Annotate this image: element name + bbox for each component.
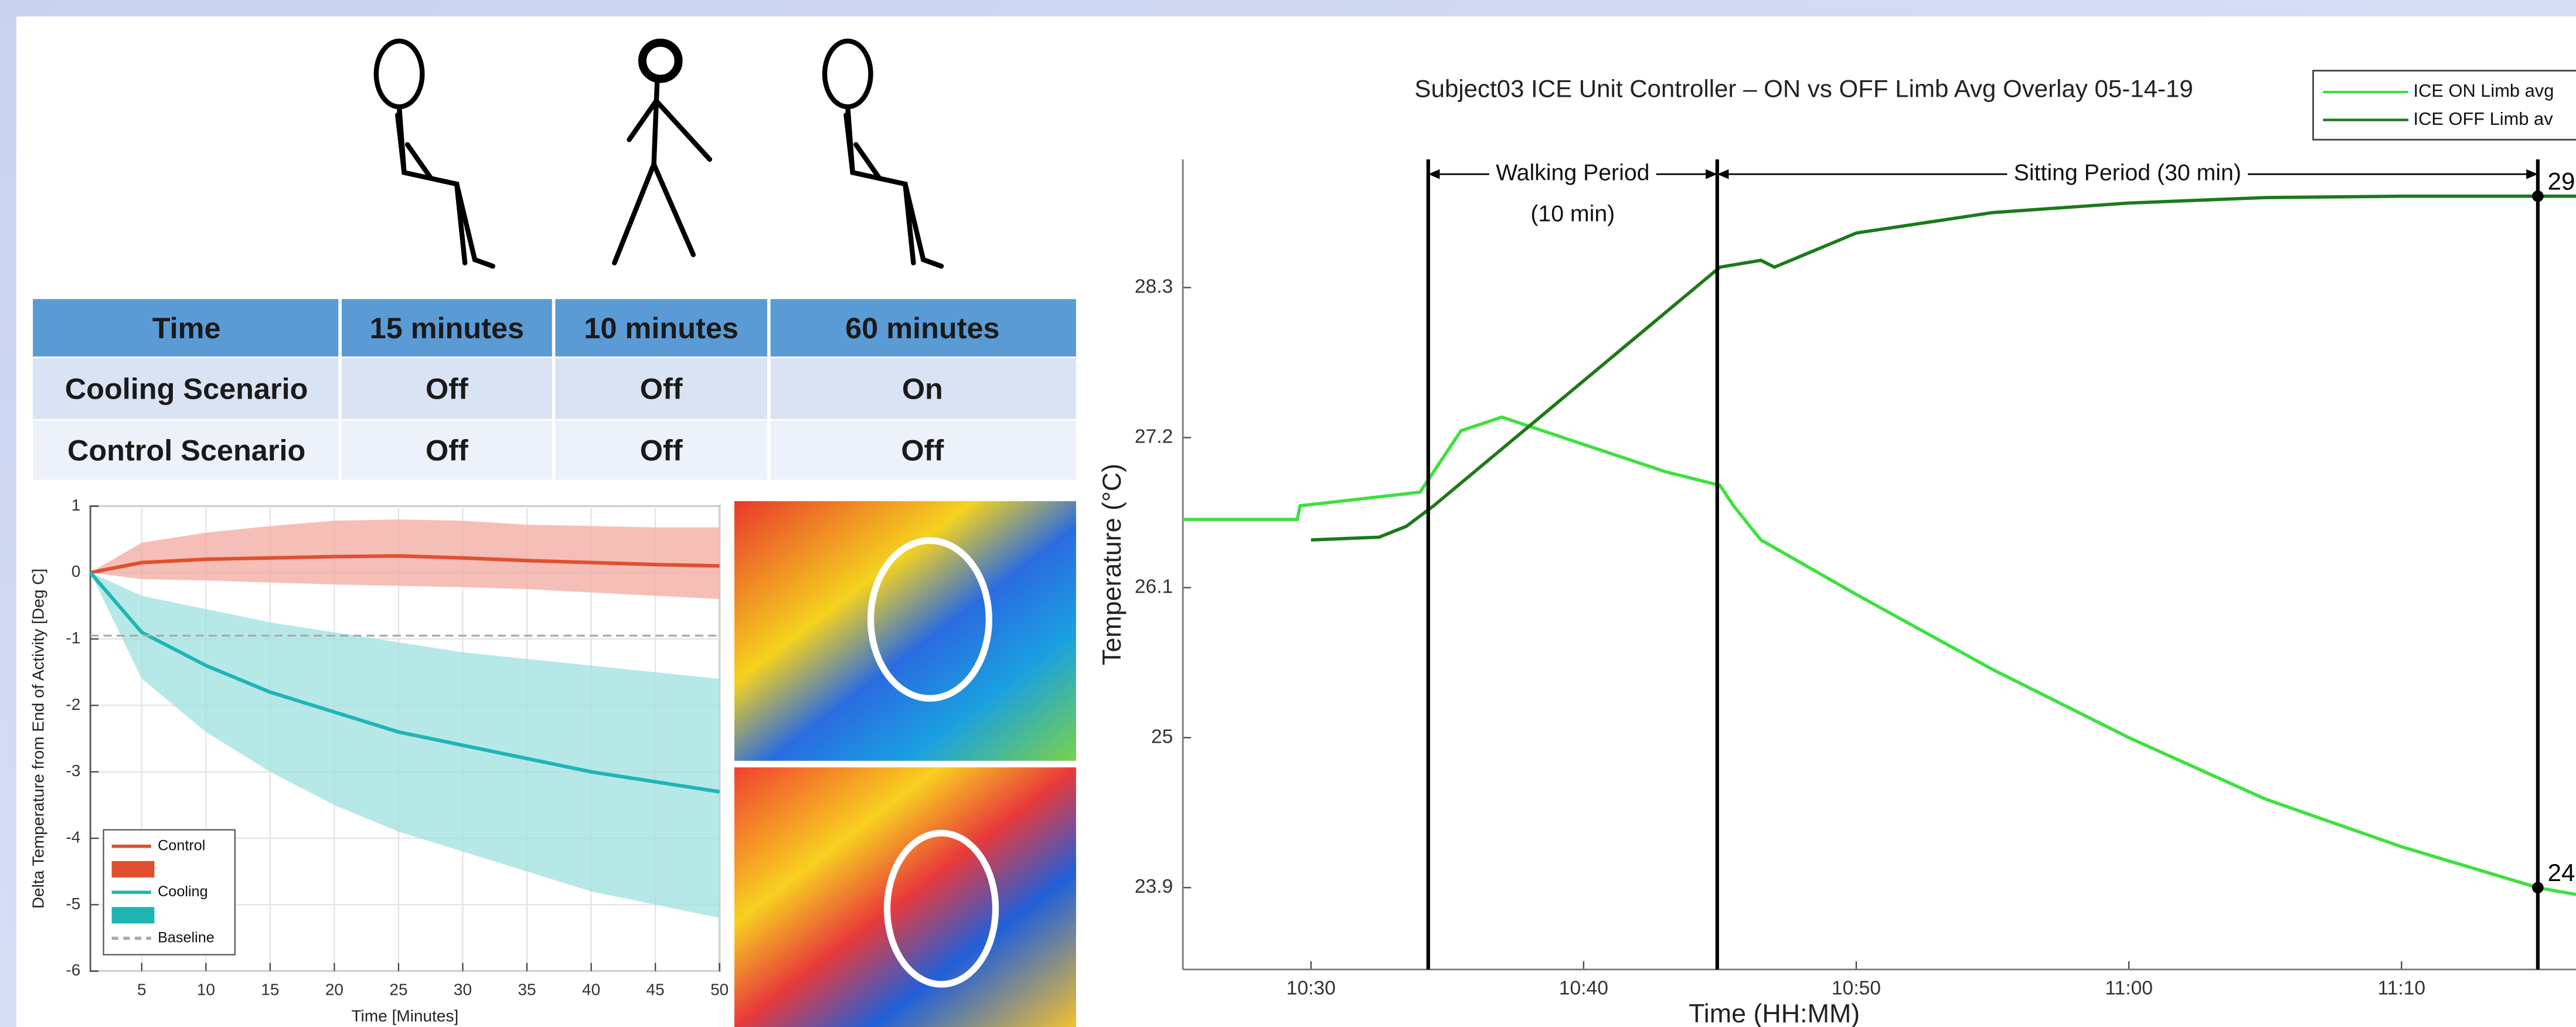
y-tick-label: 1 [72,496,81,514]
y-tick-label: 0 [72,562,81,580]
legend-label: Control [158,837,205,853]
x-tick-label: 25 [389,981,407,999]
header-cell: Time [152,311,221,345]
header-cell: 10 minutes [584,311,738,345]
table-cell: Off [426,372,468,405]
x-tick-label: 10:50 [1832,977,1881,999]
y-axis-label: Delta Temperature from End of Activity [… [29,569,47,909]
table-cell: Cooling Scenario [65,372,308,405]
y-tick-label: 23.9 [1135,876,1173,897]
y-tick-label: 27.2 [1135,426,1173,447]
legend-label: Cooling [158,883,208,900]
y-tick-label: 28.3 [1135,276,1173,297]
x-tick-label: 11:10 [2377,977,2425,999]
x-tick-label: 11:00 [2105,977,2153,999]
x-tick-label: 20 [325,981,343,999]
header-cell: 15 minutes [370,311,524,345]
x-axis-label: Time [Minutes] [352,1007,459,1025]
annotation: Walking Period [1496,159,1649,185]
y-tick-label: -4 [66,828,80,846]
x-tick-label: 10 [197,981,215,999]
table-cell: Off [640,372,683,405]
legend-label: Baseline [158,929,215,946]
annotation: Sitting Period (30 min) [2014,159,2241,185]
annotation: (10 min) [1530,201,1615,227]
slide: Time 15 minutes 10 minutes 60 minutes Coolin… [0,0,2576,1027]
legend-band-swatch [112,907,155,923]
legend-band-swatch [112,861,155,878]
x-tick-label: 10:40 [1559,977,1608,999]
end-marker [2532,882,2544,893]
y-tick-label: 26.1 [1135,576,1173,597]
x-tick-label: 40 [582,981,600,999]
end-label: 24 [2548,859,2575,886]
y-tick-label: -5 [66,895,80,913]
y-axis-label: Temperature (°C) [1097,464,1127,665]
thermal-image [734,501,1076,761]
header-cell: 60 minutes [845,311,999,345]
thermal-image [734,767,1076,1027]
x-axis-label: Time (HH:MM) [1689,998,1860,1027]
table-cell: Control Scenario [67,434,305,467]
y-tick-label: -6 [66,961,80,979]
x-tick-label: 10:30 [1287,977,1336,999]
table: Time 15 minutes 10 minutes 60 minutes Coolin… [33,299,1076,481]
x-tick-label: 45 [646,981,665,999]
table-cell: Off [640,434,683,467]
legend-label: ICE ON Limb avg [2414,80,2554,101]
x-tick-label: 50 [710,981,729,999]
table-cell: Off [901,434,944,467]
y-tick-label: -3 [66,761,80,780]
x-tick-label: 15 [261,981,279,999]
x-tick-label: 30 [454,981,472,999]
table-cell: Off [426,434,468,467]
y-tick-label: -1 [66,628,80,647]
y-tick-label: -2 [66,695,80,713]
legend-label: ICE OFF Limb av [2414,108,2554,129]
table-cell: On [902,372,943,405]
end-label: 29 [2548,167,2575,195]
x-tick-label: 5 [137,981,147,999]
chart-title: Subject03 ICE Unit Controller – ON vs OF… [1414,74,2193,102]
y-tick-label: 25 [1151,726,1173,747]
end-marker [2532,191,2544,202]
x-tick-label: 35 [518,981,536,999]
